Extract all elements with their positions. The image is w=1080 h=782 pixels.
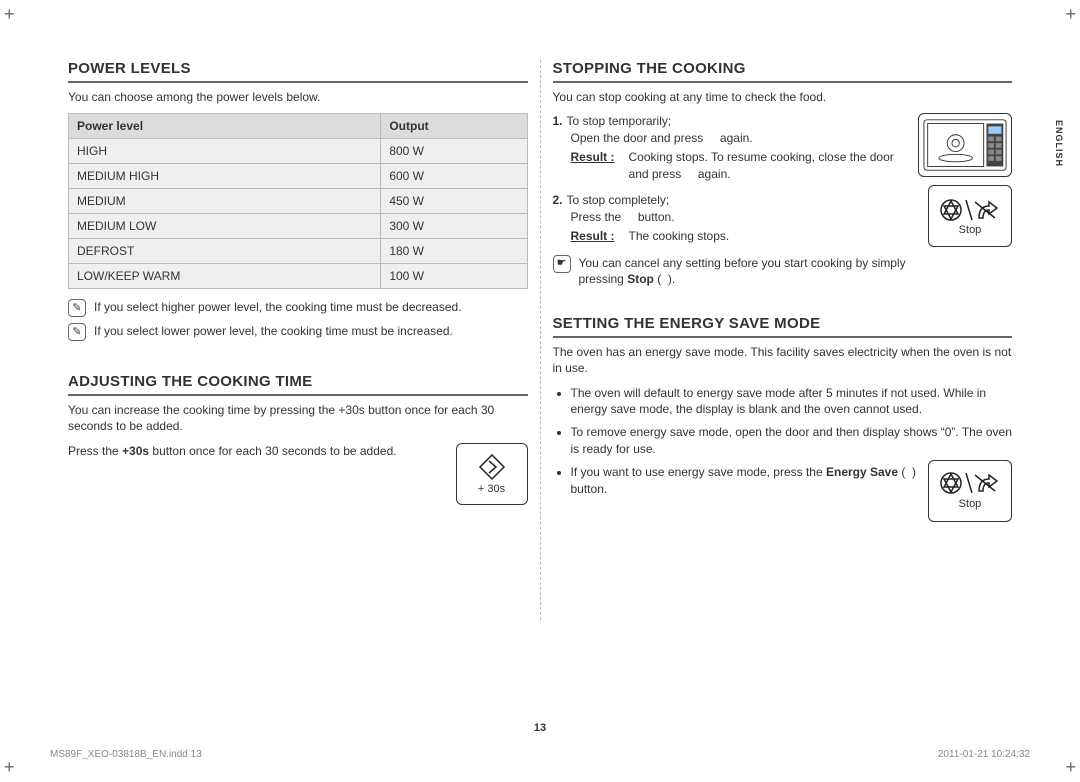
right-column: STOPPING THE COOKING You can stop cookin… (553, 60, 1013, 620)
energy-save-section: SETTING THE ENERGY SAVE MODE The oven ha… (553, 315, 1013, 536)
stopping-heading: STOPPING THE COOKING (553, 60, 1013, 83)
table-row: MEDIUM LOW300 W (69, 214, 528, 239)
adjusting-time-section: ADJUSTING THE COOKING TIME You can incre… (68, 373, 528, 508)
cell: 300 W (381, 214, 527, 239)
cell: HIGH (69, 139, 381, 164)
power-levels-heading: POWER LEVELS (68, 60, 528, 83)
footer-timestamp: 2011-01-21 10:24:32 (938, 749, 1030, 760)
note-text: If you select lower power level, the coo… (94, 323, 453, 339)
cell: 450 W (381, 189, 527, 214)
bullet: To remove energy save mode, open the doo… (571, 424, 1013, 458)
energy-heading: SETTING THE ENERGY SAVE MODE (553, 315, 1013, 338)
microwave-illustration (918, 113, 1012, 177)
text-bold: Stop (627, 272, 654, 286)
energy-bullets: The oven will default to energy save mod… (553, 385, 1013, 530)
power-levels-table: Power level Output HIGH800 W MEDIUM HIGH… (68, 113, 528, 289)
page-number: 13 (534, 722, 546, 734)
footer: MS89F_XEO-03818B_EN.indd 13 2011-01-21 1… (50, 749, 1030, 760)
note-lower-power: ✎ If you select lower power level, the c… (68, 323, 528, 341)
note-text: If you select higher power level, the co… (94, 299, 462, 315)
text: Open the door and press again. (553, 130, 753, 147)
table-row: DEFROST180 W (69, 239, 528, 264)
text-bold: +30s (122, 444, 149, 458)
table-row: MEDIUM450 W (69, 189, 528, 214)
stop-button-illustration: Stop (928, 185, 1012, 247)
note-icon: ✎ (68, 323, 86, 341)
table-header: Output (381, 114, 527, 139)
step-number: 2. (553, 193, 563, 207)
cell: MEDIUM (69, 189, 381, 214)
text: To stop temporarily; (567, 114, 672, 128)
step-2-result: Result : The cooking stops. (553, 228, 919, 245)
note-higher-power: ✎ If you select higher power level, the … (68, 299, 528, 317)
table-row: MEDIUM HIGH600 W (69, 164, 528, 189)
text: ( ). (654, 272, 675, 286)
cancel-note: ☛ You can cancel any setting before you … (553, 255, 919, 287)
stop-energy-icon (939, 196, 1001, 224)
text: To stop completely; (567, 193, 670, 207)
cell: 100 W (381, 264, 527, 289)
bullet: The oven will default to energy save mod… (571, 385, 1013, 419)
cell: 800 W (381, 139, 527, 164)
stopping-intro: You can stop cooking at any time to chec… (553, 89, 1013, 105)
result-label: Result : (571, 149, 615, 183)
power-levels-section: POWER LEVELS You can choose among the po… (68, 60, 528, 341)
page-columns: POWER LEVELS You can choose among the po… (68, 60, 1012, 620)
text: If you want to use energy save mode, pre… (571, 465, 826, 479)
stop-button-illustration: Stop (928, 460, 1012, 522)
table-header: Power level (69, 114, 381, 139)
left-column: POWER LEVELS You can choose among the po… (68, 60, 528, 620)
button-label: + 30s (478, 483, 505, 495)
table-row: HIGH800 W (69, 139, 528, 164)
table-row: LOW/KEEP WARM100 W (69, 264, 528, 289)
column-divider (540, 60, 541, 620)
note-icon: ✎ (68, 299, 86, 317)
footer-file: MS89F_XEO-03818B_EN.indd 13 (50, 749, 202, 760)
stop-energy-icon (939, 469, 1001, 497)
result-text: Cooking stops. To resume cooking, close … (629, 149, 908, 183)
cell: DEFROST (69, 239, 381, 264)
text: button once for each 30 seconds to be ad… (149, 444, 397, 458)
language-tab: ENGLISH (1054, 120, 1064, 167)
cell: MEDIUM LOW (69, 214, 381, 239)
text: Press the button. (553, 209, 675, 226)
text-bold: Energy Save (826, 465, 898, 479)
step-number: 1. (553, 114, 563, 128)
pointer-icon: ☛ (553, 255, 571, 273)
cell: 180 W (381, 239, 527, 264)
adjusting-heading: ADJUSTING THE COOKING TIME (68, 373, 528, 396)
stopping-cooking-section: STOPPING THE COOKING You can stop cookin… (553, 60, 1013, 293)
note-text: You can cancel any setting before you st… (579, 255, 919, 287)
bullet: Stop If you want to use energy save mode… (571, 464, 1013, 530)
button-label: Stop (959, 224, 982, 236)
diamond-start-icon (478, 453, 506, 481)
step-1-result: Result : Cooking stops. To resume cookin… (553, 149, 909, 183)
text: Press the (68, 444, 122, 458)
plus-30s-button-illustration: + 30s (456, 443, 528, 505)
result-text: The cooking stops. (629, 228, 730, 245)
cell: MEDIUM HIGH (69, 164, 381, 189)
power-levels-intro: You can choose among the power levels be… (68, 89, 528, 105)
cell: LOW/KEEP WARM (69, 264, 381, 289)
button-label: Stop (959, 497, 982, 512)
adjusting-intro: You can increase the cooking time by pre… (68, 402, 528, 434)
energy-intro: The oven has an energy save mode. This f… (553, 344, 1013, 376)
result-label: Result : (571, 228, 615, 245)
cell: 600 W (381, 164, 527, 189)
